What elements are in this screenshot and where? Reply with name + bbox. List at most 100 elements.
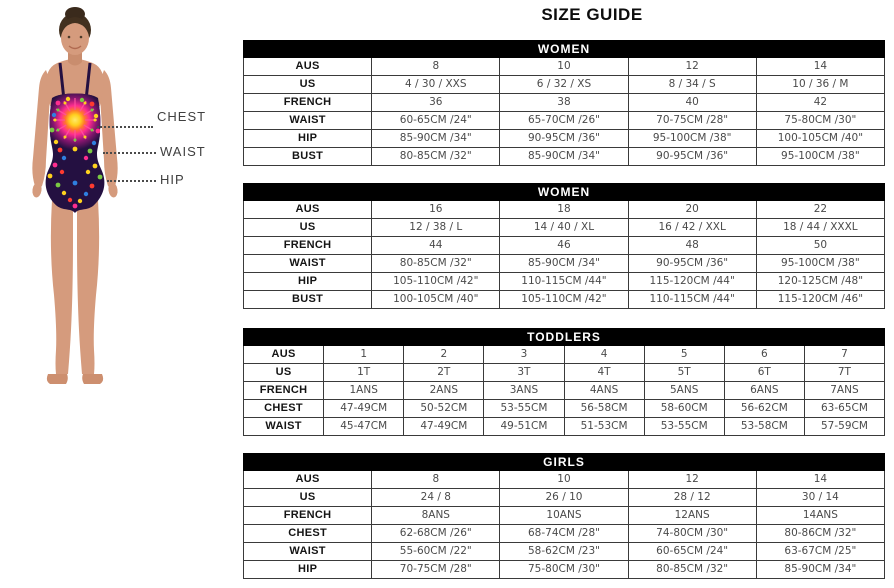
- data-cell: 51-53CM: [563, 417, 645, 436]
- data-cell: 7T: [803, 363, 886, 382]
- row-label-cell: US: [242, 218, 373, 237]
- data-cell: 80-85CM /32": [371, 254, 501, 273]
- data-cell: 53-55CM: [643, 417, 725, 436]
- row-label-cell: BUST: [242, 147, 373, 166]
- data-cell: 95-100CM /38": [627, 129, 757, 148]
- data-cell: 7: [803, 345, 886, 364]
- girls-size-table-slot: GIRLS AUS 8 10 12 14 US 24 / 8 26 / 10 28 / 12 30 …: [242, 453, 886, 579]
- table-row: US 4 / 30 / XXS 6 / 32 / XS 8 / 34 / S 10 / …: [242, 75, 886, 94]
- data-cell: 18: [499, 200, 629, 219]
- data-cell: 50: [755, 236, 886, 255]
- data-cell: 48: [627, 236, 757, 255]
- waist-label: WAIST: [160, 144, 206, 159]
- data-cell: 70-75CM /28": [627, 111, 757, 130]
- table-row: FRENCH 44 46 48 50: [242, 236, 886, 255]
- data-cell: 4T: [563, 363, 645, 382]
- row-label-cell: HIP: [242, 560, 373, 579]
- data-cell: 12: [627, 57, 757, 76]
- table-row: AUS 16 18 20 22: [242, 200, 886, 219]
- row-label-cell: HIP: [242, 129, 373, 148]
- row-label-cell: US: [242, 75, 373, 94]
- data-cell: 80-86CM /32": [755, 524, 886, 543]
- data-cell: 12 / 38 / L: [371, 218, 501, 237]
- table-row: HIP 85-90CM /34" 90-95CM /36" 95-100CM /38"…: [242, 129, 886, 148]
- women-size-table-1-slot: WOMEN AUS 8 10 12 14 US 4 / 30 / XXS 6 / 32 / XS…: [242, 40, 886, 166]
- data-cell: 56-58CM: [563, 399, 645, 418]
- data-cell: 47-49CM: [403, 417, 485, 436]
- table-row: US 1T 2T 3T 4T 5T 6T 7T: [242, 363, 886, 382]
- data-cell: 60-65CM /24": [627, 542, 757, 561]
- row-label-cell: AUS: [242, 470, 373, 489]
- table-title: WOMEN: [243, 40, 885, 58]
- data-cell: 10 / 36 / M: [755, 75, 886, 94]
- data-cell: 1T: [323, 363, 405, 382]
- data-cell: 38: [499, 93, 629, 112]
- data-cell: 74-80CM /30": [627, 524, 757, 543]
- data-cell: 3: [483, 345, 565, 364]
- table-row: US 12 / 38 / L 14 / 40 / XL 16 / 42 / XXL 18…: [242, 218, 886, 237]
- hip-label: HIP: [160, 172, 185, 187]
- table-row: WAIST 60-65CM /24" 65-70CM /26" 70-75CM /28…: [242, 111, 886, 130]
- table-row: US 24 / 8 26 / 10 28 / 12 30 / 14: [242, 488, 886, 507]
- data-cell: 46: [499, 236, 629, 255]
- data-cell: 110-115CM /44": [499, 272, 629, 291]
- data-cell: 22: [755, 200, 886, 219]
- chest-label: CHEST: [157, 109, 207, 124]
- data-cell: 44: [371, 236, 501, 255]
- row-label-cell: FRENCH: [242, 381, 325, 400]
- table-row: AUS 1 2 3 4 5 6 7: [242, 345, 886, 364]
- data-cell: 58-60CM: [643, 399, 725, 418]
- table-title: WOMEN: [243, 183, 885, 201]
- data-cell: 8 / 34 / S: [627, 75, 757, 94]
- size-table: WOMEN AUS 16 18 20 22 US 12 / 38 / L 14 / 40 / X…: [242, 183, 886, 309]
- data-cell: 85-90CM /34": [499, 147, 629, 166]
- data-cell: 120-125CM /48": [755, 272, 886, 291]
- data-cell: 63-65CM: [803, 399, 886, 418]
- data-cell: 8ANS: [371, 506, 501, 525]
- table-row: AUS 8 10 12 14: [242, 57, 886, 76]
- data-cell: 90-95CM /36": [499, 129, 629, 148]
- data-cell: 8: [371, 470, 501, 489]
- data-cell: 6ANS: [723, 381, 805, 400]
- data-cell: 16 / 42 / XXL: [627, 218, 757, 237]
- data-cell: 50-52CM: [403, 399, 485, 418]
- row-label-cell: WAIST: [242, 111, 373, 130]
- data-cell: 1: [323, 345, 405, 364]
- table-row: FRENCH 36 38 40 42: [242, 93, 886, 112]
- data-cell: 95-100CM /38": [755, 254, 886, 273]
- data-cell: 10: [499, 57, 629, 76]
- data-cell: 62-68CM /26": [371, 524, 501, 543]
- data-cell: 47-49CM: [323, 399, 405, 418]
- data-cell: 20: [627, 200, 757, 219]
- data-cell: 2T: [403, 363, 485, 382]
- data-cell: 4: [563, 345, 645, 364]
- data-cell: 80-85CM /32": [627, 560, 757, 579]
- data-cell: 6 / 32 / XS: [499, 75, 629, 94]
- data-cell: 110-115CM /44": [627, 290, 757, 309]
- data-cell: 65-70CM /26": [499, 111, 629, 130]
- data-cell: 2ANS: [403, 381, 485, 400]
- table-title: TODDLERS: [243, 328, 885, 346]
- data-cell: 75-80CM /30": [755, 111, 886, 130]
- waist-dotted-line: [103, 152, 156, 154]
- table-row: WAIST 55-60CM /22" 58-62CM /23" 60-65CM /24…: [242, 542, 886, 561]
- table-row: HIP 105-110CM /42" 110-115CM /44" 115-120CM…: [242, 272, 886, 291]
- data-cell: 60-65CM /24": [371, 111, 501, 130]
- table-title: GIRLS: [243, 453, 885, 471]
- row-label-cell: US: [242, 488, 373, 507]
- row-label-cell: FRENCH: [242, 93, 373, 112]
- data-cell: 90-95CM /36": [627, 147, 757, 166]
- data-cell: 4 / 30 / XXS: [371, 75, 501, 94]
- data-cell: 80-85CM /32": [371, 147, 501, 166]
- data-cell: 8: [371, 57, 501, 76]
- data-cell: 85-90CM /34": [755, 560, 886, 579]
- data-cell: 28 / 12: [627, 488, 757, 507]
- data-cell: 6: [723, 345, 805, 364]
- data-cell: 36: [371, 93, 501, 112]
- row-label-cell: FRENCH: [242, 236, 373, 255]
- data-cell: 53-58CM: [723, 417, 805, 436]
- data-cell: 14: [755, 57, 886, 76]
- data-cell: 115-120CM /44": [627, 272, 757, 291]
- size-table: WOMEN AUS 8 10 12 14 US 4 / 30 / XXS 6 / 32 / XS…: [242, 40, 886, 166]
- data-cell: 12ANS: [627, 506, 757, 525]
